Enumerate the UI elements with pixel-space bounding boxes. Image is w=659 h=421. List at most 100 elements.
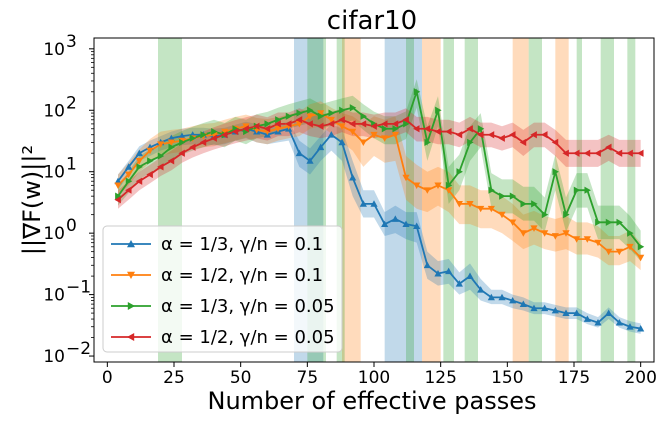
point-series-1-0: [114, 182, 122, 189]
legend-entry-1: α = 1/2, γ/n = 0.1: [161, 265, 323, 286]
point-series-1-22: [349, 128, 357, 136]
spike-band-2-6: [528, 38, 542, 362]
point-series-0-30: [434, 269, 442, 277]
point-series-3-25: [381, 120, 388, 128]
point-series-0-44: [583, 315, 591, 322]
point-series-1-35: [487, 205, 495, 213]
x-tick-label-1: 25: [163, 368, 185, 388]
point-series-3-37: [509, 131, 516, 139]
point-series-0-49: [637, 324, 645, 332]
point-series-3-4: [157, 163, 164, 171]
x-tick-label-4: 100: [358, 368, 390, 388]
point-series-3-0: [114, 196, 121, 204]
point-series-0-23: [359, 200, 367, 207]
point-series-0-41: [551, 306, 559, 314]
point-series-2-23: [360, 112, 367, 120]
spike-band-2-2: [336, 38, 345, 362]
point-series-3-44: [583, 149, 591, 157]
point-series-0-1: [125, 163, 133, 170]
point-series-3-16: [285, 120, 292, 128]
point-series-1-28: [413, 182, 421, 189]
x-axis: 0 25 50 75 100 125 150 175 200: [102, 362, 657, 388]
point-series-0-25: [381, 220, 389, 228]
spike-band-1-0: [342, 38, 361, 362]
spike-band-2-7: [576, 38, 582, 362]
point-series-1-4: [157, 141, 165, 148]
point-series-1-27: [402, 174, 410, 182]
y-tick-label-1: 10: [43, 286, 65, 306]
point-series-3-45: [594, 149, 601, 157]
x-tick-label-6: 150: [491, 368, 523, 388]
point-series-0-19: [317, 143, 325, 151]
point-series-1-40: [541, 230, 549, 237]
point-series-2-30: [435, 106, 442, 114]
spike-band-1-2: [512, 38, 529, 362]
point-series-2-47: [616, 218, 623, 226]
spike-band-2-8: [600, 38, 614, 362]
x-tick-label-3: 75: [297, 368, 319, 388]
band-series-1: [118, 101, 641, 271]
point-series-3-49: [637, 149, 644, 157]
point-series-3-6: [178, 149, 185, 157]
point-series-0-2: [135, 149, 143, 157]
point-series-2-7: [189, 134, 197, 142]
point-series-0-28: [413, 222, 421, 230]
point-series-2-48: [627, 229, 634, 237]
point-series-2-18: [307, 106, 314, 114]
point-series-2-40: [541, 211, 549, 219]
y-tick-exponent-0: −2: [66, 339, 91, 359]
point-series-2-31: [445, 181, 453, 189]
point-series-2-37: [509, 192, 517, 200]
spike-band-2-3: [406, 38, 414, 362]
point-series-3-32: [455, 131, 463, 139]
point-series-3-40: [541, 131, 548, 139]
point-series-1-46: [605, 248, 613, 256]
y-tick-exponent-4: 2: [66, 93, 77, 113]
point-series-1-23: [359, 139, 367, 146]
point-series-3-39: [530, 131, 537, 139]
point-series-2-38: [520, 200, 527, 208]
legend-entry-0: α = 1/3, γ/n = 0.1: [161, 234, 323, 255]
point-series-1-20: [327, 116, 335, 124]
point-series-3-18: [306, 120, 313, 128]
point-series-1-5: [167, 139, 175, 146]
point-series-0-24: [370, 200, 378, 207]
point-series-0-37: [509, 296, 517, 304]
point-series-3-30: [434, 127, 441, 136]
x-tick-label-2: 50: [230, 368, 252, 388]
point-series-1-30: [434, 182, 442, 189]
point-series-0-18: [306, 157, 314, 164]
point-series-3-19: [317, 122, 324, 130]
chart-title: cifar10: [327, 6, 417, 36]
point-series-3-12: [242, 125, 249, 133]
point-series-2-5: [168, 143, 175, 151]
y-tick-exponent-2: 0: [66, 216, 77, 236]
point-series-2-45: [595, 218, 602, 226]
point-series-2-44: [584, 186, 591, 194]
point-series-0-32: [455, 280, 463, 287]
point-series-0-21: [338, 138, 346, 146]
y-tick-exponent-3: 1: [66, 155, 77, 175]
point-series-2-34: [477, 125, 485, 133]
legend-marker-3: [127, 333, 135, 341]
point-series-3-48: [626, 149, 633, 157]
point-series-2-21: [339, 106, 346, 114]
point-series-1-33: [466, 200, 474, 208]
point-series-2-15: [275, 116, 282, 124]
point-series-2-26: [392, 125, 399, 133]
point-series-1-15: [274, 125, 282, 133]
point-series-2-39: [531, 200, 538, 208]
point-series-1-18: [306, 113, 314, 120]
point-series-0-36: [498, 293, 506, 301]
point-series-1-3: [146, 147, 154, 155]
point-series-2-3: [147, 157, 154, 165]
point-series-1-1: [125, 171, 133, 179]
point-series-2-42: [563, 211, 570, 219]
point-series-2-41: [552, 168, 559, 176]
point-series-3-5: [167, 157, 175, 165]
point-series-0-46: [605, 309, 613, 316]
point-series-1-44: [583, 236, 591, 243]
point-series-0-27: [402, 220, 410, 228]
legend-marker-0: [127, 240, 135, 248]
spike-band-2-9: [627, 38, 636, 362]
